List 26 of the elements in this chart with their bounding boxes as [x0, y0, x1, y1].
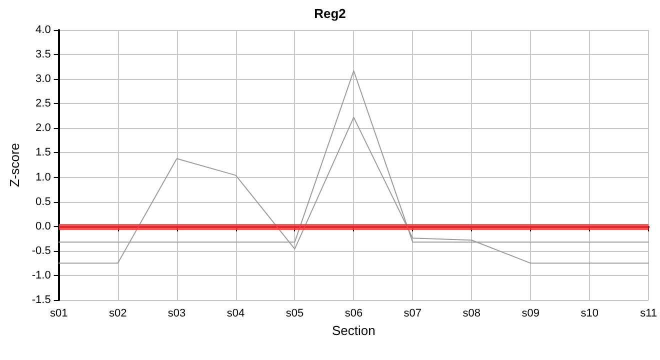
y-tick-label: 0.5 [36, 196, 51, 208]
y-tick-label: 3.5 [36, 48, 51, 61]
y-tick-label: 0.0 [36, 220, 51, 232]
y-axis-title: Z-score [7, 142, 22, 188]
y-tick-label: 3.0 [36, 73, 51, 86]
y-tick-label: -1.0 [32, 269, 51, 282]
y-tick-label: 2.5 [36, 98, 51, 110]
y-tick-label: 1.0 [36, 171, 51, 184]
x-tick-label: s05 [286, 308, 304, 320]
x-tick-label: s06 [344, 308, 363, 320]
x-tick-label: s07 [404, 308, 422, 320]
x-tick-label: s02 [108, 308, 127, 320]
x-tick-label: s09 [522, 308, 540, 320]
x-tick-label: s10 [580, 308, 598, 320]
y-tick-label: 1.5 [36, 146, 51, 159]
x-tick-label: s03 [168, 308, 186, 320]
x-tick-label: s11 [640, 308, 657, 320]
x-tick-label: s01 [50, 308, 68, 320]
chart-title: Reg2 [314, 6, 346, 21]
x-tick-label: s04 [226, 308, 245, 320]
y-tick-label: -0.5 [32, 244, 51, 257]
x-tick-label: s08 [462, 308, 481, 320]
y-tick-label: -1.5 [32, 294, 51, 306]
y-tick-label: 2.0 [36, 122, 51, 134]
y-tick-label: 4.0 [36, 24, 51, 36]
x-axis-title: Section [332, 322, 376, 338]
